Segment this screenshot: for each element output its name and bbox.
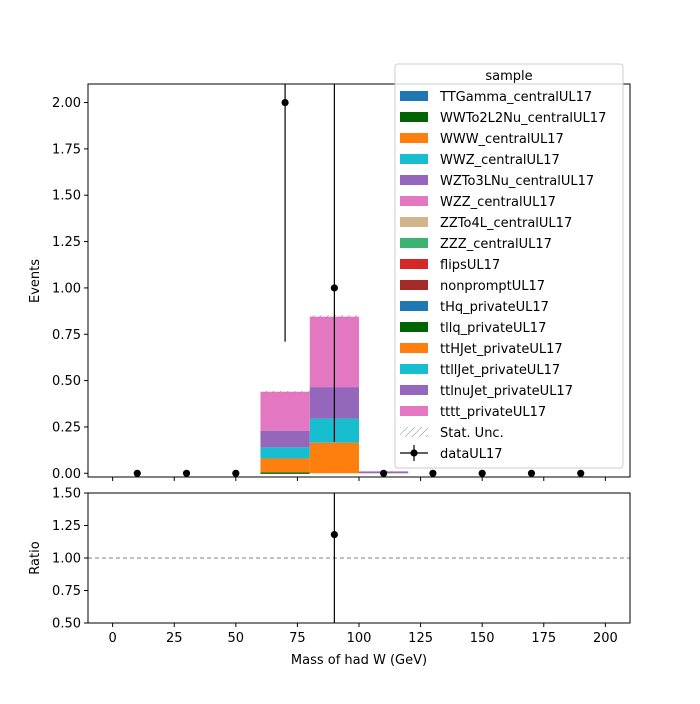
legend-swatch (400, 259, 428, 269)
y-tick-label: 1.50 (52, 189, 81, 204)
legend-swatch (400, 91, 428, 101)
legend-label: dataUL17 (440, 447, 503, 462)
data-point (478, 469, 486, 477)
data-point (429, 469, 437, 477)
legend-label: ttlnuJet_privateUL17 (440, 384, 573, 399)
y-tick-label: 1.25 (52, 235, 81, 250)
legend-label: WZTo3LNu_centralUL17 (440, 174, 594, 189)
legend-label: ttHJet_privateUL17 (440, 342, 563, 357)
legend: sample TTGamma_centralUL17 WWTo2L2Nu_cent… (394, 63, 624, 469)
ratio-points (330, 493, 338, 623)
legend-data-marker (410, 449, 418, 457)
legend-label: WZZ_centralUL17 (440, 195, 556, 210)
data-point (281, 98, 289, 107)
legend-swatch (400, 301, 428, 311)
legend-swatch (400, 364, 428, 374)
bar-segment (260, 430, 310, 448)
data-point (182, 469, 191, 477)
legend-swatch (400, 322, 428, 332)
data-point (133, 469, 141, 477)
x-tick-label: 50 (228, 631, 245, 646)
legend-swatch (400, 154, 428, 164)
data-point (330, 284, 338, 292)
x-tick-label: 150 (470, 631, 495, 646)
stat-unc-band (260, 390, 310, 393)
x-tick-label: 75 (289, 631, 306, 646)
legend-swatch (400, 385, 428, 395)
ratio-plot-frame-bg (88, 493, 630, 623)
data-points (133, 84, 585, 477)
data-point (577, 469, 585, 477)
legend-swatch (400, 238, 428, 248)
bar-segment (260, 391, 310, 431)
legend-label: flipsUL17 (440, 258, 500, 273)
legend-swatch (400, 112, 428, 122)
ratio-y-tick-label: 0.50 (52, 617, 81, 632)
legend-label: WWTo2L2Nu_centralUL17 (440, 111, 606, 126)
legend-swatch (400, 133, 428, 143)
legend-label: TTGamma_centralUL17 (439, 90, 592, 105)
legend-swatch-stat-unc (400, 427, 428, 437)
ratio-point (330, 531, 338, 539)
legend-label: WWZ_centralUL17 (440, 153, 560, 168)
x-tick-label: 25 (166, 631, 183, 646)
data-point (527, 469, 536, 477)
data-point (232, 469, 240, 477)
main-x-ticks (112, 477, 606, 481)
y-tick-label: 0.50 (52, 374, 81, 389)
legend-label: ZZTo4L_centralUL17 (440, 216, 572, 231)
y-tick-label: 1.00 (52, 281, 81, 296)
y-tick-label: 0.75 (52, 328, 81, 343)
legend-swatch (400, 175, 428, 185)
x-tick-label: 0 (108, 631, 116, 646)
ratio-plot: 0.50 0.75 1.00 1.25 1.50 0 25 50 75 100 125 150 175… (28, 487, 631, 668)
legend-label: ttllJet_privateUL17 (440, 363, 560, 378)
legend-swatch (400, 406, 428, 416)
y-tick-label: 1.75 (52, 142, 81, 157)
legend-swatch (400, 280, 428, 290)
ratio-y-tick-label: 0.75 (52, 584, 81, 599)
x-axis-label: Mass of had W (GeV) (291, 653, 427, 668)
x-tick-label: 125 (408, 631, 433, 646)
ratio-y-tick-label: 1.25 (52, 519, 81, 534)
legend-label: WWW_centralUL17 (440, 132, 564, 147)
y-tick-label: 0.00 (52, 467, 81, 482)
bar-segment (260, 472, 310, 474)
bar-segment (260, 458, 310, 473)
x-tick-label: 200 (593, 631, 618, 646)
legend-box (394, 63, 624, 469)
legend-swatch (400, 343, 428, 353)
legend-label: ZZZ_centralUL17 (440, 237, 552, 252)
legend-title: sample (485, 69, 532, 84)
x-tick-label: 175 (531, 631, 556, 646)
y-tick-label: 0.25 (52, 420, 81, 435)
legend-label: tHq_privateUL17 (440, 300, 549, 315)
legend-swatch (400, 196, 428, 206)
main-y-axis-label: Events (28, 259, 43, 303)
ratio-y-tick-label: 1.50 (52, 487, 81, 502)
bar-segment (260, 447, 310, 459)
legend-label: tttt_privateUL17 (440, 405, 546, 420)
y-tick-label: 2.00 (52, 96, 81, 111)
bar-segment (309, 442, 359, 474)
legend-label: tllq_privateUL17 (440, 321, 546, 336)
ratio-y-tick-label: 1.00 (52, 552, 81, 567)
main-y-ticks: 0.00 0.25 0.50 0.75 1.00 1.25 1.50 1.75 2.00 (52, 96, 88, 482)
ratio-y-axis-label: Ratio (28, 541, 43, 574)
ratio-y-ticks: 0.50 0.75 1.00 1.25 1.50 (52, 487, 88, 632)
legend-label: nonpromptUL17 (440, 279, 545, 294)
legend-label: Stat. Unc. (440, 426, 504, 441)
x-tick-label: 100 (347, 631, 372, 646)
legend-items: TTGamma_centralUL17 WWTo2L2Nu_centralUL17… (400, 90, 606, 462)
legend-swatch (400, 217, 428, 227)
ratio-x-ticks: 0 25 50 75 100 125 150 175 200 (108, 623, 618, 646)
data-point (380, 469, 388, 477)
